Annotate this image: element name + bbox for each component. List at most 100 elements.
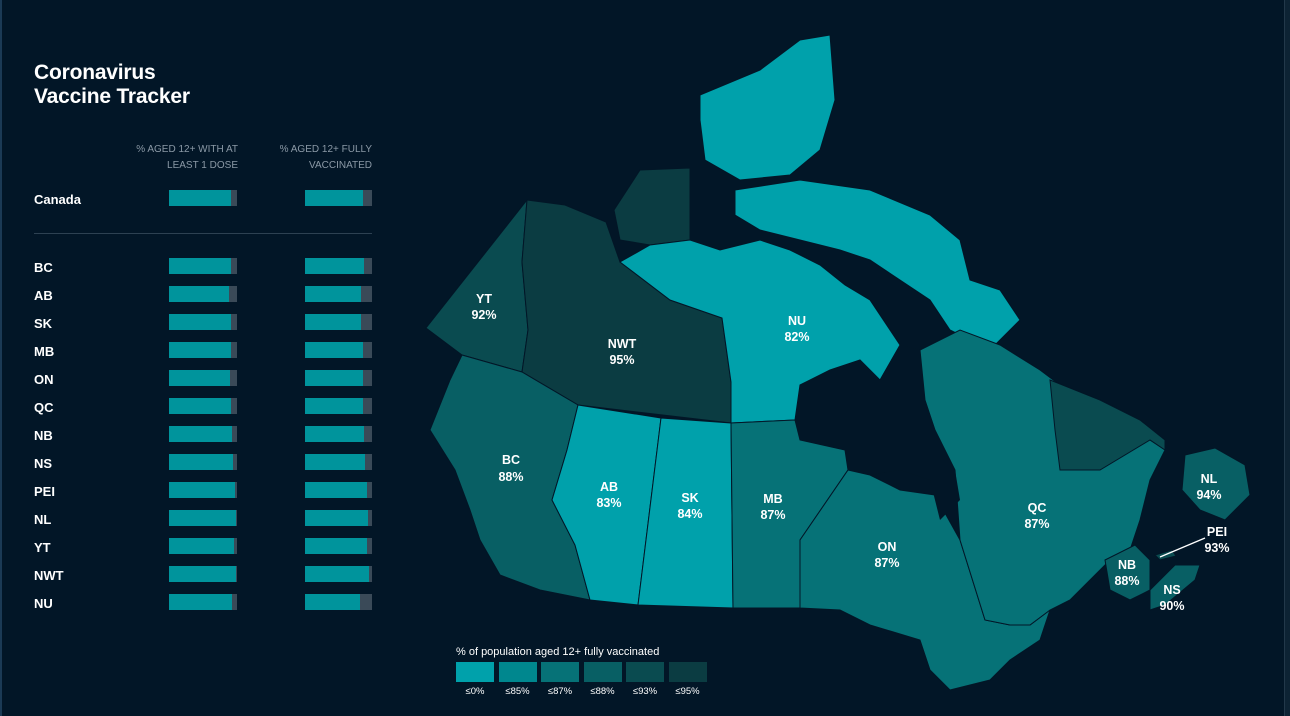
one-dose-bar <box>169 482 237 498</box>
map-label-ab-value: 83% <box>596 496 621 510</box>
region-nwt-islands[interactable] <box>613 167 691 246</box>
one-dose-bar-fill <box>169 426 233 442</box>
canada-row: Canada 91% 87% <box>34 190 374 210</box>
map-label-sk-value: 84% <box>677 507 702 521</box>
one-dose-bar <box>169 314 237 330</box>
map-label-yt-value: 92% <box>471 308 496 322</box>
divider <box>34 233 372 234</box>
row-name: QC <box>34 400 54 415</box>
one-dose-bar-fill <box>169 566 237 582</box>
region-nl-labrador[interactable] <box>1049 379 1166 471</box>
map-label-qc-value: 87% <box>1024 517 1049 531</box>
title-line-1: Coronavirus <box>34 61 156 84</box>
one-dose-bar <box>169 594 237 610</box>
title-line-2: Vaccine Tracker <box>34 85 190 108</box>
map-label-ns-value: 90% <box>1159 599 1184 613</box>
map-label-sk-name: SK <box>681 491 698 505</box>
one-dose-bar <box>169 398 237 414</box>
map-label-ns-name: NS <box>1163 583 1180 597</box>
fully-bar-fill <box>305 342 364 358</box>
map-label-pei-name: PEI <box>1207 525 1227 539</box>
fully-bar <box>305 286 372 302</box>
fully-bar <box>305 190 372 206</box>
map-label-nwt-name: NWT <box>608 337 637 351</box>
map-label-bc-name: BC <box>502 453 520 467</box>
map-label-bc-value: 88% <box>498 470 523 484</box>
one-dose-bar-fill <box>169 454 233 470</box>
fully-bar-fill <box>305 510 368 526</box>
fully-bar-fill <box>305 190 364 206</box>
row-name: NWT <box>34 568 64 583</box>
one-dose-bar <box>169 370 237 386</box>
map-label-nwt-value: 95% <box>609 353 634 367</box>
fully-bar-fill <box>305 566 369 582</box>
legend-swatch <box>668 662 707 682</box>
fully-bar-fill <box>305 286 361 302</box>
fully-bar-fill <box>305 482 368 498</box>
legend-swatch <box>498 662 537 682</box>
map-labels: YT 92% NWT 95% NU 82% BC 88% AB 83% SK 8… <box>471 292 1229 613</box>
fully-bar <box>305 454 372 470</box>
pei-leader-line <box>1159 537 1206 558</box>
table-row: NL98%94% <box>34 510 374 530</box>
legend-label: ≤0% <box>465 686 485 697</box>
row-name: NB <box>34 428 53 443</box>
one-dose-bar <box>169 286 237 302</box>
fully-bar <box>305 566 372 582</box>
legend-swatch <box>541 662 579 682</box>
column-header-one-dose: % AGED 12+ WITH AT LEAST 1 DOSE <box>136 144 238 171</box>
legend-label: ≤87% <box>547 686 573 697</box>
fully-bar-fill <box>305 538 367 554</box>
region-yt[interactable] <box>425 198 529 373</box>
legend-label: ≤95% <box>675 686 700 697</box>
fully-bar <box>305 510 372 526</box>
map-label-on-value: 87% <box>874 556 899 570</box>
fully-bar-fill <box>305 454 366 470</box>
scrollbar[interactable] <box>1284 0 1290 716</box>
one-dose-bar-fill <box>169 314 231 330</box>
legend-swatch <box>456 662 494 682</box>
table-row: NU92%82% <box>34 594 374 614</box>
row-name: BC <box>34 260 53 275</box>
page-title: Coronavirus Vaccine Tracker <box>34 61 190 109</box>
map-label-on-name: ON <box>878 540 897 554</box>
hudson-bay <box>795 345 960 520</box>
one-dose-bar-fill <box>169 398 231 414</box>
canada-map: YT 92% NWT 95% NU 82% BC 88% AB 83% SK 8… <box>425 34 1251 691</box>
column-header-fully-vaccinated: % AGED 12+ FULLY VACCINATED <box>279 144 372 171</box>
table-row: ON90%87% <box>34 370 374 390</box>
fully-bar <box>305 370 372 386</box>
map-label-mb-value: 87% <box>760 508 785 522</box>
row-name: MB <box>34 344 55 359</box>
map-label-nb-name: NB <box>1118 558 1136 572</box>
row-name: AB <box>34 288 53 303</box>
table-row: PEI97%93% <box>34 482 374 502</box>
one-dose-bar-fill <box>169 594 232 610</box>
legend-swatch <box>583 662 622 682</box>
fully-bar <box>305 426 372 442</box>
fully-bar-fill <box>305 398 364 414</box>
region-nl-island[interactable] <box>1181 447 1251 521</box>
row-name: YT <box>34 540 51 555</box>
map-label-nl-value: 94% <box>1196 488 1221 502</box>
table-row: MB91%87% <box>34 342 374 362</box>
table-row: NWT99%95% <box>34 566 374 586</box>
one-dose-bar <box>169 190 237 206</box>
fully-bar <box>305 314 372 330</box>
table-row: NS94%90% <box>34 454 374 474</box>
map-label-qc-name: QC <box>1028 501 1047 515</box>
row-name: NL <box>34 512 52 527</box>
map-label-nb-value: 88% <box>1114 574 1139 588</box>
map-label-ab-name: AB <box>600 480 618 494</box>
one-dose-bar <box>169 258 237 274</box>
map-label-yt-name: YT <box>476 292 492 306</box>
row-name: NU <box>34 596 53 611</box>
table-row: NB93%88% <box>34 426 374 446</box>
region-ns[interactable] <box>1149 564 1201 611</box>
fully-bar <box>305 482 372 498</box>
fully-bar <box>305 258 372 274</box>
fully-bar-fill <box>305 314 362 330</box>
legend-title: % of population aged 12+ fully vaccinate… <box>456 646 660 658</box>
table-row: AB88%83% <box>34 286 374 306</box>
table-row: QC91%87% <box>34 398 374 418</box>
